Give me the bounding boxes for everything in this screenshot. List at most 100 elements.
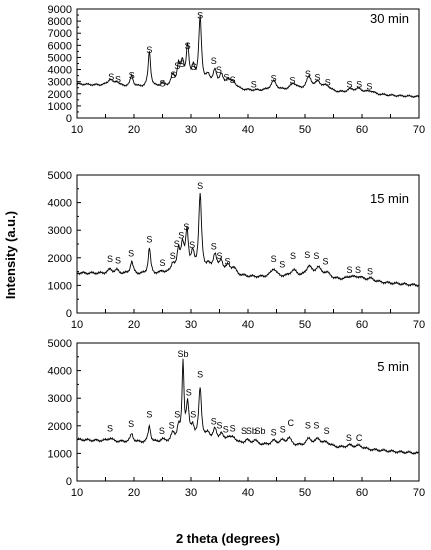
x-tick-label: 30	[185, 319, 197, 331]
peak-label: S	[356, 80, 362, 90]
y-tick-label: 5000	[48, 338, 72, 350]
plot-frame	[76, 8, 420, 119]
peak-label: S	[241, 426, 247, 436]
x-tick-label: 70	[413, 319, 425, 331]
peak-label: S	[224, 257, 230, 267]
peak-label: S	[346, 265, 352, 275]
y-tick-label: 0	[66, 308, 72, 320]
peak-label: S	[280, 425, 286, 435]
peak-label: S	[324, 426, 330, 436]
x-tick-label: 40	[242, 319, 254, 331]
peak-label: S	[279, 259, 285, 269]
y-tick-label: 2000	[48, 89, 72, 101]
peak-label: S	[115, 255, 121, 265]
x-tick-label: 20	[128, 124, 140, 136]
panel-title: 30 min	[370, 11, 409, 26]
peak-label: S	[290, 251, 296, 261]
panel-title: 15 min	[370, 191, 409, 206]
peak-label: S	[128, 419, 134, 429]
x-tick-label: 10	[71, 319, 83, 331]
peak-label: S	[170, 251, 176, 261]
spectrum-line	[76, 358, 420, 456]
peak-label: S	[115, 74, 121, 84]
y-tick-label: 5000	[48, 170, 72, 182]
peak-label: Sb	[246, 426, 257, 436]
x-tick-label: 50	[299, 487, 311, 499]
x-tick-label: 70	[413, 124, 425, 136]
y-tick-label: 4000	[48, 366, 72, 378]
peak-label: S	[107, 254, 113, 264]
y-tick-label: 4000	[48, 65, 72, 77]
peak-label: S	[211, 56, 217, 66]
peak-label: S	[216, 65, 222, 75]
x-tick-label: 10	[71, 124, 83, 136]
y-axis-label: Intensity (a.u.)	[3, 211, 18, 299]
peak-label: S	[230, 423, 236, 433]
spectrum-line	[76, 15, 420, 99]
y-tick-label: 6000	[48, 40, 72, 52]
peak-label: S	[315, 72, 321, 82]
peak-label: S	[159, 426, 165, 436]
peak-label: S	[305, 421, 311, 431]
y-tick-label: 9000	[48, 4, 72, 16]
peak-label: S	[216, 421, 222, 431]
x-tick-label: 20	[128, 487, 140, 499]
y-tick-label: 0	[66, 113, 72, 125]
peak-label: C	[356, 433, 363, 443]
y-tick-label: 5000	[48, 52, 72, 64]
y-tick-label: 1000	[48, 280, 72, 292]
x-tick-label: 50	[299, 319, 311, 331]
peak-label: S	[216, 251, 222, 261]
y-tick-label: 2000	[48, 253, 72, 265]
x-axis-label: 2 theta (degrees)	[176, 531, 280, 546]
peak-label: S	[366, 82, 372, 92]
peak-label: S	[179, 59, 185, 69]
y-tick-label: 0	[66, 476, 72, 488]
peak-label: S	[191, 62, 197, 72]
peak-label: S	[174, 410, 180, 420]
peak-label: S	[305, 69, 311, 79]
peak-label: S	[183, 222, 189, 232]
peak-label: S	[128, 248, 134, 258]
peak-label: S	[230, 75, 236, 85]
peak-label: S	[197, 370, 203, 380]
x-tick-label: 20	[128, 319, 140, 331]
x-tick-label: 30	[185, 487, 197, 499]
peak-label: S	[108, 72, 114, 82]
x-tick-label: 60	[356, 487, 368, 499]
x-tick-label: 40	[242, 124, 254, 136]
peak-label: S	[323, 257, 329, 267]
plot-frame	[76, 342, 420, 482]
peak-label: S	[346, 80, 352, 90]
spectrum-line	[76, 192, 420, 288]
peak-label: S	[178, 230, 184, 240]
y-tick-label: 2000	[48, 421, 72, 433]
peak-label: S	[313, 251, 319, 261]
peak-label: S	[174, 61, 180, 71]
peak-label: S	[325, 77, 331, 87]
peak-label: S	[170, 70, 176, 80]
peak-label: S	[271, 427, 277, 437]
panel-1: 10 20 30 40 50 60 70 01000200030004000500060007…	[48, 4, 426, 136]
y-tick-label: 3000	[48, 77, 72, 89]
peak-label: S	[355, 265, 361, 275]
peak-label: S	[271, 254, 277, 264]
panel-title: 5 min	[377, 359, 409, 374]
x-tick-label: 30	[185, 124, 197, 136]
peak-label: S	[169, 421, 175, 431]
y-tick-label: 1000	[48, 101, 72, 113]
peak-label: S	[367, 266, 373, 276]
peak-label: S	[223, 72, 229, 82]
peak-label: S	[313, 421, 319, 431]
x-tick-label: 60	[356, 319, 368, 331]
peak-label: S	[189, 240, 195, 250]
chart-panels: 10 20 30 40 50 60 7001000200030004000500060007…	[48, 4, 426, 499]
peak-label: S	[211, 416, 217, 426]
peak-label: S	[146, 410, 152, 420]
peak-label: S	[146, 235, 152, 245]
peak-label: S	[304, 250, 310, 260]
x-tick-label: 50	[299, 124, 311, 136]
x-tick-label: 60	[356, 124, 368, 136]
